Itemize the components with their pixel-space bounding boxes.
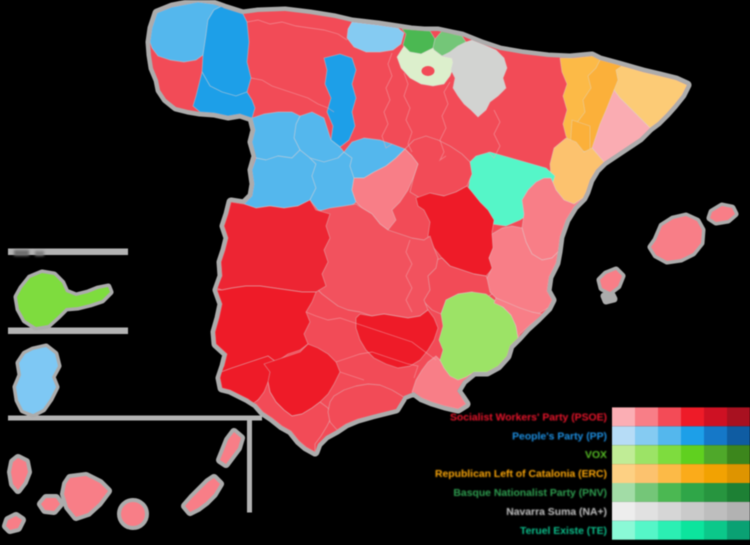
svg-text:VOX: VOX <box>585 450 607 461</box>
svg-text:Republican Left of Catalonia (: Republican Left of Catalonia (ERC) <box>435 469 607 480</box>
svg-text:Navarra Suma (NA+): Navarra Suma (NA+) <box>506 507 607 518</box>
svg-text:Socialist Workers' Party (PSOE: Socialist Workers' Party (PSOE) <box>450 412 607 423</box>
svg-text:Basque Nationalist Party (PNV): Basque Nationalist Party (PNV) <box>453 488 607 499</box>
svg-text:Teruel Existe (TE): Teruel Existe (TE) <box>520 526 607 537</box>
svg-text:People's Party (PP): People's Party (PP) <box>512 431 607 442</box>
